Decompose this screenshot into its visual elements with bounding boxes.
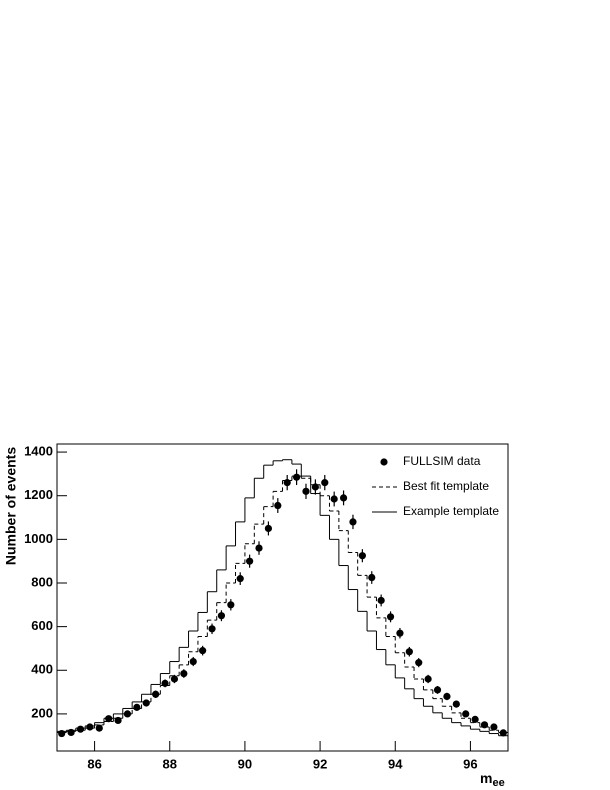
- y-tick-label: 800: [31, 574, 53, 589]
- data-point: [292, 473, 301, 481]
- x-tick-label: 96: [463, 756, 477, 771]
- data-point: [255, 544, 263, 552]
- y-tick-label: 400: [31, 662, 53, 677]
- data-point: [358, 552, 366, 560]
- data-point: [86, 723, 94, 731]
- data-point: [386, 613, 395, 621]
- data-point: [180, 669, 188, 678]
- data-point: [246, 557, 254, 565]
- data-point: [133, 703, 141, 711]
- data-point: [95, 724, 103, 732]
- data-point: [227, 601, 235, 609]
- y-tick-label: 1000: [24, 531, 53, 546]
- x-tick-label: 90: [238, 756, 252, 771]
- data-point: [415, 659, 423, 667]
- data-point: [217, 612, 226, 620]
- data-point: [123, 710, 132, 718]
- y-tick-label: 200: [31, 705, 53, 720]
- plot-frame: [56, 443, 509, 752]
- x-tick-label: 94: [388, 756, 403, 771]
- data-point: [443, 692, 451, 701]
- data-point: [264, 524, 273, 533]
- data-point: [368, 573, 376, 582]
- data-point: [199, 647, 207, 655]
- data-point: [349, 518, 357, 526]
- data-point: [208, 625, 216, 633]
- data-point: [433, 686, 442, 694]
- legend-marker: [380, 458, 388, 466]
- x-axis-title: mee: [480, 770, 505, 789]
- data-point: [152, 690, 160, 698]
- y-axis-title: Number of events: [3, 447, 19, 565]
- data-point: [236, 575, 244, 583]
- y-tick-label: 1200: [24, 487, 53, 502]
- data-point: [189, 657, 197, 666]
- data-point: [499, 729, 507, 737]
- data-point: [462, 710, 470, 718]
- y-tick-label: 600: [31, 618, 53, 633]
- data-point: [321, 479, 329, 487]
- x-tick-label: 88: [163, 756, 177, 771]
- data-point: [302, 487, 310, 495]
- data-point: [274, 501, 282, 510]
- data-point: [339, 494, 348, 502]
- data-point: [490, 723, 498, 731]
- legend-label: Best fit template: [403, 479, 489, 493]
- data-point: [76, 725, 85, 733]
- x-axis-title-sub: ee: [492, 777, 504, 789]
- data-point: [405, 648, 413, 656]
- legend-label: FULLSIM data: [403, 454, 481, 468]
- data-point: [170, 675, 179, 683]
- data-point: [452, 700, 460, 708]
- data-point: [377, 596, 385, 605]
- x-axis-title-main: m: [480, 770, 492, 786]
- legend-label: Example template: [403, 504, 499, 518]
- data-point: [424, 675, 432, 683]
- data-point: [142, 699, 150, 707]
- data-point: [330, 495, 338, 503]
- data-point: [471, 715, 479, 723]
- x-tick-label: 92: [313, 756, 327, 771]
- x-tick-label: 86: [87, 756, 101, 771]
- y-tick-label: 1400: [24, 444, 53, 459]
- data-point: [396, 629, 404, 637]
